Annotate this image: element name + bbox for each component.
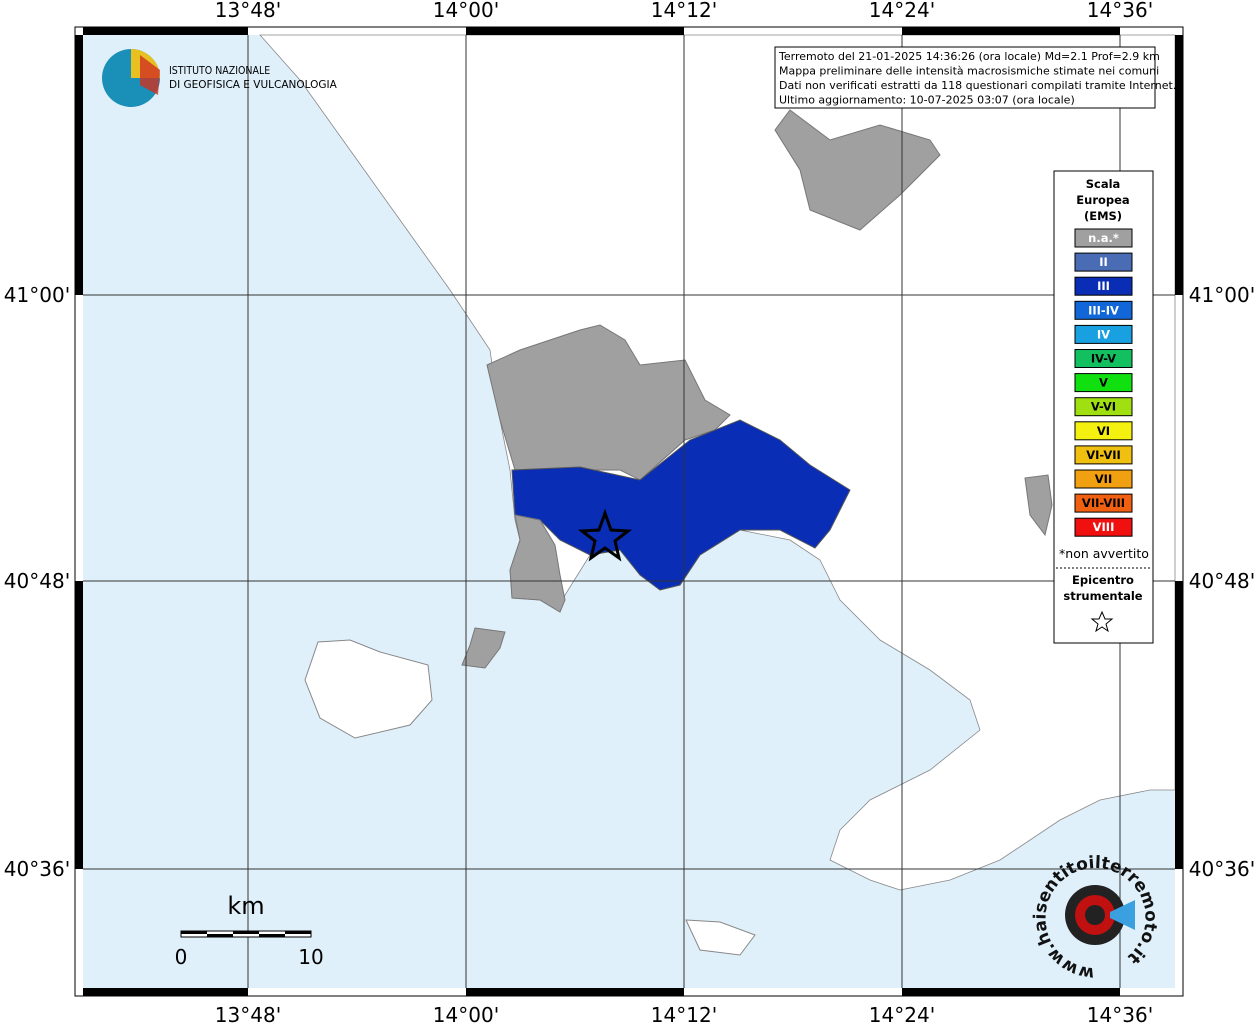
legend-label: II (1099, 255, 1108, 269)
info: Terremoto del 21-01-2025 14:36:26 (ora l… (778, 50, 1176, 107)
legend-label: IV-V (1091, 352, 1116, 366)
watermark: www.haisentitoilterremoto.it (1030, 853, 1160, 983)
lat-label: 40°48' (4, 569, 70, 593)
ingv-logo: ISTITUTO NAZIONALE DI GEOFISICA E VULCAN… (102, 49, 338, 107)
lon-label: 14°36' (1087, 1003, 1153, 1024)
area-na (774, 109, 941, 231)
lon-label: 14°12' (651, 1003, 717, 1024)
legend-label: n.a.* (1088, 231, 1119, 245)
lon-label: 13°48' (215, 0, 281, 22)
scale-start: 0 (175, 945, 188, 969)
island-ischia (304, 639, 433, 739)
legend-label: VII-VIII (1082, 496, 1125, 510)
legend-swatch (1074, 276, 1133, 296)
legend-label: VI (1097, 424, 1110, 438)
lon-label: 14°36' (1087, 0, 1153, 22)
legend-label: III-IV (1088, 303, 1119, 317)
info-line: Dati non verificati estratti da 118 ques… (779, 79, 1176, 92)
legend-title: Europea (1076, 193, 1129, 207)
legend-swatch (1074, 493, 1133, 513)
legend: ScalaEuropea(EMS)n.a.*IIIIIIII-IVIVIV-VV… (1056, 177, 1151, 633)
lat-label: 40°48' (1189, 569, 1255, 593)
legend-swatch (1074, 397, 1133, 417)
legend-star (1090, 610, 1114, 633)
legend-swatch (1074, 469, 1133, 489)
lon-label: 14°24' (869, 0, 935, 22)
legend-swatch (1074, 324, 1133, 344)
legend-title: Scala (1086, 177, 1121, 191)
island-capri (685, 919, 756, 956)
legend-label: IV (1097, 327, 1110, 341)
legend-swatch (1074, 373, 1133, 393)
legend-swatch (1074, 421, 1133, 441)
lon-label: 14°00' (433, 1003, 499, 1024)
area-na (509, 514, 566, 613)
legend-label: VIII (1093, 520, 1115, 534)
lat-label: 40°36' (4, 857, 70, 881)
lon-label: 14°12' (651, 0, 717, 22)
epicenter-star (577, 508, 633, 562)
scale-end: 10 (298, 945, 323, 969)
lat-label: 41°00' (1189, 283, 1255, 307)
legend-swatch (1074, 349, 1133, 368)
legend-title: (EMS) (1084, 209, 1122, 223)
info-line: Ultimo aggiornamento: 10-07-2025 03:07 (… (779, 94, 1075, 107)
legend-label: VII (1095, 472, 1112, 486)
logo-text: DI GEOFISICA E VULCANOLOGIA (169, 79, 338, 91)
logo-text: ISTITUTO NAZIONALE (169, 65, 270, 77)
legend-label: V-VI (1091, 400, 1116, 414)
area-na (1024, 474, 1053, 537)
legend-swatch (1074, 228, 1133, 248)
scale-unit: km (227, 892, 264, 920)
legend-label: VI-VII (1086, 448, 1121, 462)
lon-label: 13°48' (215, 1003, 281, 1024)
lat-label: 41°00' (4, 283, 70, 307)
legend-label: V (1099, 376, 1108, 390)
legend-note: *non avvertito (1059, 546, 1149, 561)
legend-label: III (1097, 279, 1110, 293)
legend-swatch (1074, 252, 1133, 272)
area-iii (511, 419, 851, 591)
scale-bar: km 0 10 (175, 892, 324, 969)
legend-epicenter: Epicentro (1072, 573, 1134, 587)
legend-epicenter: strumentale (1063, 589, 1142, 603)
frame (74, 26, 1184, 997)
axis-labels: 13°48' 14°00' 14°12' 14°24' 14°36' 13°48' 14°0… (4, 0, 1255, 1024)
info-line: Terremoto del 21-01-2025 14:36:26 (ora l… (778, 50, 1160, 63)
info-line: Mappa preliminare delle intensità macros… (779, 65, 1159, 78)
legend-swatch (1074, 517, 1133, 537)
area-na (461, 627, 506, 669)
lon-label: 14°00' (433, 0, 499, 22)
lon-label: 14°24' (869, 1003, 935, 1024)
legend-swatch (1074, 300, 1133, 320)
lat-label: 40°36' (1189, 857, 1255, 881)
info-box (774, 46, 1156, 109)
legend-swatch (1074, 445, 1133, 465)
